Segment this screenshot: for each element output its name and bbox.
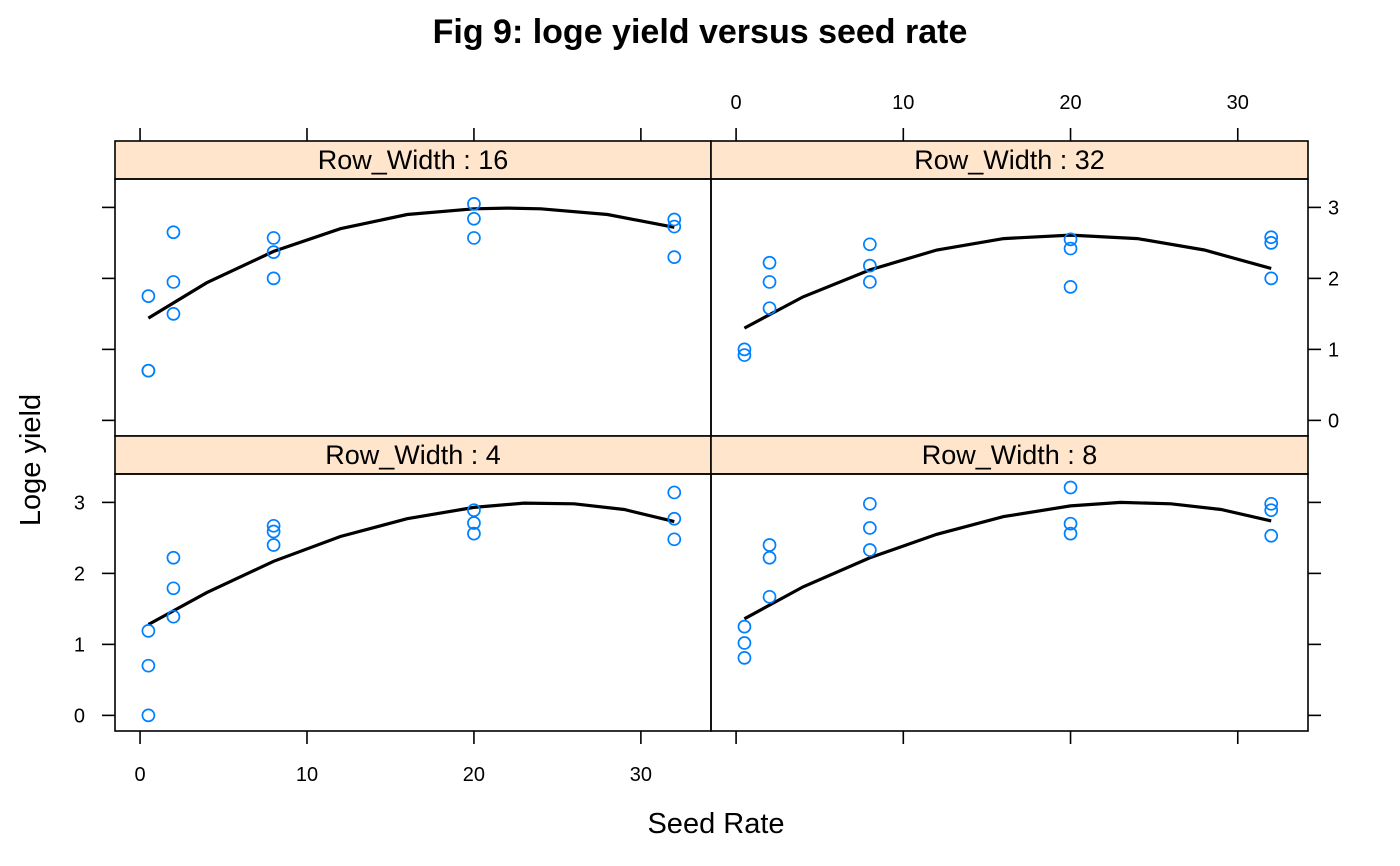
data-point [667, 511, 682, 526]
data-point [1264, 236, 1279, 250]
y-axis-label: Loge yield [15, 394, 47, 526]
data-point [863, 237, 877, 252]
data-point [737, 636, 752, 650]
y-tick-label: 0 [74, 705, 85, 727]
data-point [467, 196, 481, 211]
panel-strip [710, 435, 1309, 475]
panel-border [114, 473, 712, 732]
data-point [667, 532, 682, 547]
data-point [1063, 280, 1078, 294]
data-point [863, 543, 877, 557]
data-point [667, 212, 682, 227]
data-point [166, 581, 181, 596]
data-point [863, 258, 877, 273]
fit-curve [743, 233, 1272, 330]
data-point [667, 250, 682, 264]
data-point [1063, 480, 1078, 495]
data-point [863, 496, 877, 511]
data-point [166, 550, 181, 565]
data-point [737, 619, 752, 634]
data-point [762, 301, 777, 316]
data-point [737, 651, 752, 665]
panel-0: Row_Width : 16 [102, 128, 712, 437]
data-point [667, 219, 682, 234]
data-point [467, 526, 481, 541]
data-point [166, 307, 181, 321]
panel-strip [114, 140, 712, 180]
data-point [737, 342, 752, 357]
data-point [266, 518, 281, 533]
data-point [141, 708, 156, 723]
data-point [863, 275, 877, 289]
data-point [737, 348, 752, 362]
x-tick-label: 10 [296, 764, 318, 786]
data-point [863, 521, 877, 535]
y-tick-label: 3 [1328, 197, 1339, 219]
y-tick-label: 1 [1328, 339, 1339, 361]
data-point [141, 289, 156, 303]
fit-curve [147, 206, 675, 320]
data-point [467, 516, 481, 530]
data-point [266, 538, 281, 552]
x-axis-label: Seed Rate [647, 808, 784, 840]
data-point [762, 538, 777, 552]
y-tick-label: 0 [1328, 410, 1339, 432]
panel-strip-label: Row_Width : 4 [325, 440, 501, 470]
x-tick-label: 30 [1227, 92, 1249, 114]
x-tick-label: 20 [1059, 92, 1081, 114]
data-point [166, 275, 181, 289]
data-point [266, 524, 281, 539]
y-tick-label: 1 [74, 634, 85, 656]
data-point [1063, 241, 1078, 256]
data-point [141, 658, 156, 673]
data-point [266, 231, 281, 245]
x-tick-label: 30 [630, 764, 652, 786]
data-point [141, 363, 156, 378]
data-point [1063, 516, 1078, 531]
x-tick-label: 10 [892, 92, 914, 114]
data-point [762, 275, 777, 289]
panel-border [710, 178, 1309, 437]
data-point [1264, 271, 1279, 286]
data-point [762, 589, 777, 604]
data-point [1063, 526, 1078, 541]
fit-curve [147, 501, 675, 626]
fit-curve [743, 500, 1272, 621]
panel-strip [114, 435, 712, 475]
panel-strip-label: Row_Width : 16 [318, 145, 509, 175]
panel-strip-label: Row_Width : 8 [922, 440, 1098, 470]
y-tick-label: 2 [1328, 268, 1339, 290]
data-point [1264, 528, 1279, 543]
data-point [467, 231, 481, 245]
data-point [667, 485, 682, 500]
y-tick-label: 2 [74, 563, 85, 585]
x-tick-label: 20 [463, 764, 485, 786]
data-point [467, 211, 481, 226]
data-point [1264, 230, 1279, 245]
data-point [266, 271, 281, 286]
data-point [1264, 496, 1279, 511]
chart-title: Fig 9: loge yield versus seed rate [433, 13, 968, 51]
panel-strip [710, 140, 1309, 180]
data-point [166, 609, 181, 624]
panel-border [710, 473, 1309, 732]
data-point [762, 255, 777, 270]
data-point [166, 225, 181, 240]
x-tick-label: 0 [731, 92, 742, 114]
data-point [1063, 232, 1078, 247]
x-tick-label: 0 [134, 764, 145, 786]
y-tick-label: 3 [74, 492, 85, 514]
data-point [141, 624, 156, 638]
panel-3: Row_Width : 8 [710, 435, 1321, 744]
data-point [266, 245, 281, 259]
data-point [762, 550, 777, 565]
panel-strip-label: Row_Width : 32 [914, 145, 1105, 175]
data-point [1264, 503, 1279, 518]
